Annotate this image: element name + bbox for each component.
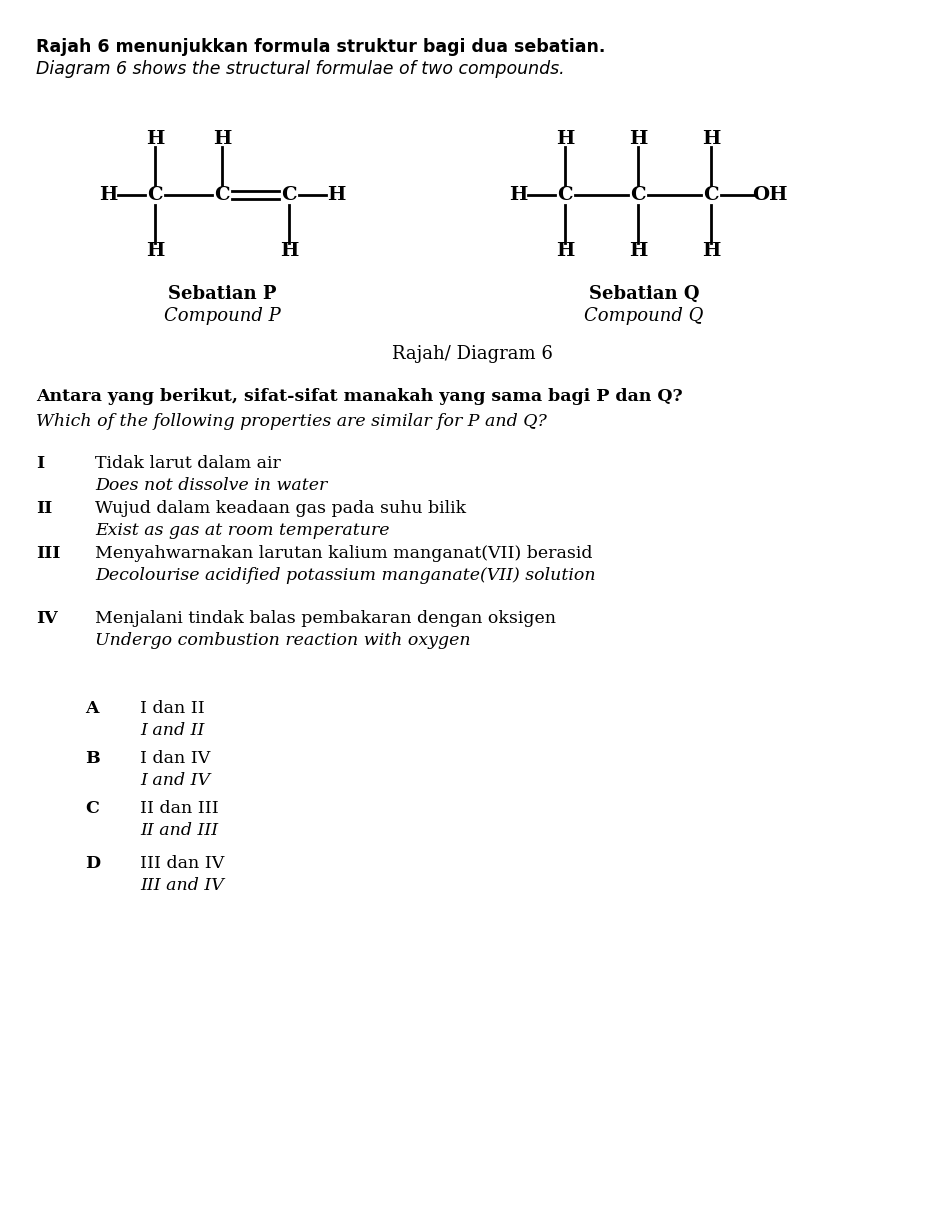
Text: III and IV: III and IV [140,878,224,893]
Text: H: H [629,130,648,147]
Text: C: C [703,186,718,204]
Text: H: H [212,130,231,147]
Text: II: II [36,500,52,517]
Text: H: H [279,242,298,261]
Text: Sebatian P: Sebatian P [168,285,277,304]
Text: H: H [145,130,164,147]
Text: Does not dissolve in water: Does not dissolve in water [95,477,328,494]
Text: Which of the following properties are similar for P and Q?: Which of the following properties are si… [36,413,547,430]
Text: H: H [509,186,527,204]
Text: I and II: I and II [140,721,204,739]
Text: Compound P: Compound P [163,307,280,324]
Text: Compound Q: Compound Q [584,307,703,324]
Text: H: H [145,242,164,261]
Text: Antara yang berikut, sifat-sifat manakah yang sama bagi P dan Q?: Antara yang berikut, sifat-sifat manakah… [36,388,683,406]
Text: C: C [631,186,646,204]
Text: III: III [36,544,60,562]
Text: I: I [36,455,44,472]
Text: C: C [85,800,99,817]
Text: C: C [214,186,229,204]
Text: II dan III: II dan III [140,800,219,817]
Text: C: C [147,186,162,204]
Text: Rajah/ Diagram 6: Rajah/ Diagram 6 [392,345,552,363]
Text: I dan II: I dan II [140,701,205,717]
Text: Tidak larut dalam air: Tidak larut dalam air [95,455,281,472]
Text: Menjalani tindak balas pembakaran dengan oksigen: Menjalani tindak balas pembakaran dengan… [95,610,556,627]
Text: OH: OH [752,186,787,204]
Text: H: H [99,186,117,204]
Text: A: A [85,701,98,717]
Text: III dan IV: III dan IV [140,855,225,873]
Text: Undergo combustion reaction with oxygen: Undergo combustion reaction with oxygen [95,632,471,649]
Text: H: H [327,186,346,204]
Text: I dan IV: I dan IV [140,750,211,767]
Text: H: H [556,130,574,147]
Text: H: H [556,242,574,261]
Text: H: H [701,242,720,261]
Text: H: H [629,242,648,261]
Text: Sebatian Q: Sebatian Q [589,285,700,304]
Text: C: C [557,186,573,204]
Text: II and III: II and III [140,822,218,839]
Text: Wujud dalam keadaan gas pada suhu bilik: Wujud dalam keadaan gas pada suhu bilik [95,500,466,517]
Text: Diagram 6 shows the structural formulae of two compounds.: Diagram 6 shows the structural formulae … [36,60,565,77]
Text: Exist as gas at room temperature: Exist as gas at room temperature [95,522,390,540]
Text: Menyahwarnakan larutan kalium manganat(VII) berasid: Menyahwarnakan larutan kalium manganat(V… [95,544,593,562]
Text: C: C [281,186,296,204]
Text: Decolourise acidified potassium manganate(VII) solution: Decolourise acidified potassium manganat… [95,567,596,584]
Text: H: H [701,130,720,147]
Text: IV: IV [36,610,58,627]
Text: D: D [85,855,100,873]
Text: I and IV: I and IV [140,772,210,789]
Text: Rajah 6 menunjukkan formula struktur bagi dua sebatian.: Rajah 6 menunjukkan formula struktur bag… [36,38,605,57]
Text: B: B [85,750,100,767]
